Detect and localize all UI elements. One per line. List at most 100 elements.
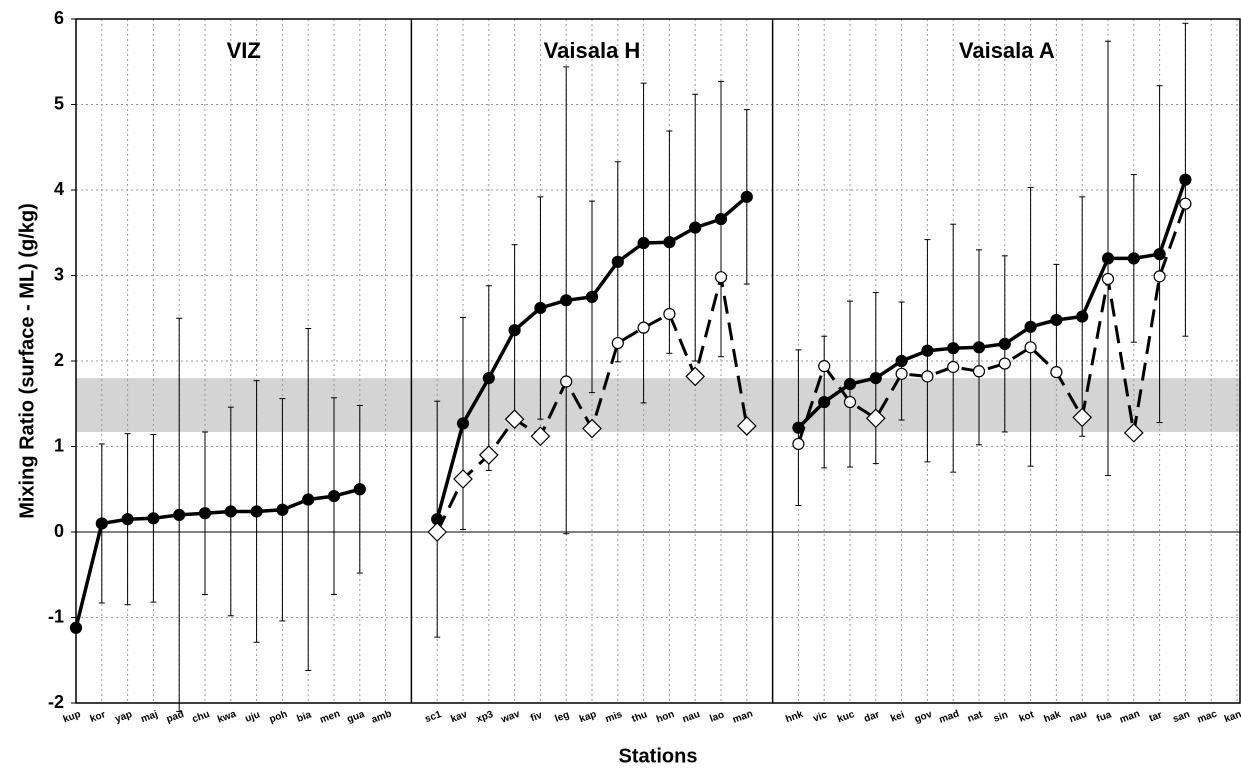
x-tick-label: kei: [889, 710, 906, 725]
marker-diamond: [865, 408, 886, 429]
marker-circle: [1179, 197, 1192, 210]
marker-circle: [1127, 252, 1140, 265]
marker-circle: [508, 324, 521, 337]
marker-circle: [637, 236, 650, 250]
marker-circle: [637, 321, 650, 334]
marker-circle: [818, 395, 831, 409]
x-tick-label: fiv: [529, 710, 544, 724]
marker-circle: [482, 372, 495, 385]
marker-circle: [327, 489, 341, 503]
marker-diamond: [427, 522, 448, 542]
marker-circle: [456, 417, 470, 430]
marker-circle: [998, 337, 1011, 350]
series-line: [435, 203, 1187, 533]
marker-diamond: [1072, 407, 1093, 428]
x-tick-label: kuc: [836, 709, 856, 725]
marker-circle: [972, 341, 986, 354]
marker-diamond: [530, 426, 551, 447]
marker-circle: [276, 503, 289, 516]
marker-circle: [895, 367, 908, 380]
y-tick-label: 3: [54, 264, 64, 284]
marker-circle: [611, 255, 624, 268]
marker-circle: [1101, 252, 1115, 265]
marker-circle: [147, 512, 160, 525]
x-tick-label: gua: [346, 709, 367, 726]
marker-circle: [1153, 270, 1166, 283]
marker-diamond: [1123, 422, 1144, 443]
marker-circle: [1179, 173, 1192, 186]
marker-circle: [947, 360, 960, 374]
x-tick-label: yap: [114, 709, 134, 725]
x-axis-label: Stations: [619, 745, 698, 767]
marker-circle: [714, 212, 728, 226]
marker-circle: [663, 236, 676, 249]
y-tick-label: 5: [54, 93, 64, 113]
panel-title: Vaisala A: [959, 38, 1055, 63]
reference-band: [76, 378, 1241, 432]
x-tick-label: bia: [296, 709, 314, 724]
marker-circle: [792, 437, 805, 451]
marker-circle: [1024, 320, 1037, 333]
marker-diamond: [504, 409, 525, 429]
y-tick-label: -2: [48, 692, 64, 712]
marker-circle: [998, 357, 1011, 370]
x-tick-label: fua: [1095, 709, 1113, 725]
x-tick-label: lao: [708, 709, 725, 724]
x-tick-label: man: [731, 708, 754, 725]
y-axis-label: Mixing Ratio (surface - ML) (g/kg): [16, 203, 38, 519]
marker-circle: [1050, 313, 1063, 327]
x-tick-label: leg: [554, 709, 571, 724]
x-tick-label: maj: [139, 709, 159, 725]
marker-diamond: [582, 418, 602, 439]
marker-circle: [895, 354, 908, 368]
marker-circle: [1024, 341, 1037, 354]
x-tick-label: hon: [655, 709, 676, 726]
x-tick-label: kap: [578, 709, 598, 725]
marker-circle: [560, 294, 573, 307]
x-tick-label: amb: [370, 708, 393, 725]
x-tick-label: vic: [812, 709, 829, 724]
x-tick-label: kot: [1018, 709, 1036, 725]
x-tick-label: kor: [89, 709, 107, 725]
marker-circle: [224, 505, 237, 518]
x-tick-label: nau: [1068, 709, 1088, 725]
marker-diamond: [453, 469, 473, 489]
marker-circle: [1153, 248, 1166, 261]
marker-circle: [302, 493, 315, 506]
x-tick-label: sin: [992, 709, 1009, 724]
x-tick-label: man: [1118, 708, 1141, 725]
marker-circle: [121, 513, 134, 526]
marker-circle: [173, 508, 186, 522]
x-tick-label: mis: [604, 709, 624, 725]
y-tick-label: -1: [48, 606, 64, 626]
marker-circle: [95, 517, 108, 530]
x-tick-label: kav: [449, 709, 469, 725]
marker-circle: [198, 507, 212, 520]
x-tick-label: kup: [62, 709, 82, 725]
marker-circle: [843, 377, 857, 391]
marker-circle: [843, 395, 857, 409]
marker-circle: [1076, 310, 1089, 323]
x-tick-label: gov: [913, 709, 934, 726]
x-tick-label: mac: [1196, 708, 1219, 725]
marker-circle: [869, 372, 882, 385]
marker-circle: [921, 344, 934, 357]
x-tick-label: nat: [966, 709, 984, 725]
marker-circle: [611, 336, 624, 350]
marker-diamond: [685, 366, 706, 387]
y-tick-label: 6: [54, 8, 64, 28]
marker-circle: [534, 301, 547, 315]
marker-circle: [921, 370, 934, 383]
panel-title: VIZ: [227, 38, 261, 63]
x-tick-label: xp3: [475, 709, 495, 725]
x-tick-label: dar: [863, 709, 881, 725]
marker-diamond: [736, 416, 757, 436]
x-tick-label: sc1: [424, 709, 444, 725]
marker-circle: [585, 290, 599, 303]
marker-circle: [714, 271, 728, 284]
plot-frame: [75, 18, 1241, 704]
x-tick-label: kan: [1223, 709, 1241, 725]
marker-circle: [663, 307, 676, 321]
y-tick-label: 2: [54, 350, 64, 370]
